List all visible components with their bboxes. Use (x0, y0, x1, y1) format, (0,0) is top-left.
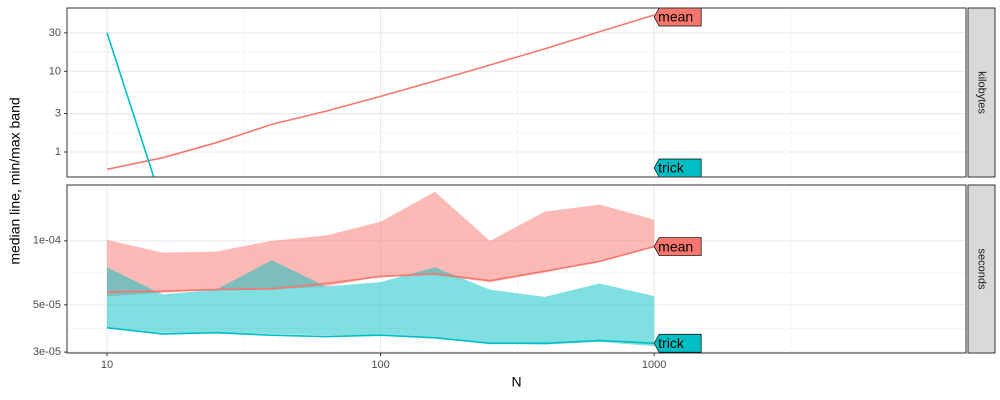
label-tag (653, 237, 702, 256)
band (107, 191, 655, 297)
series-label: trick (658, 160, 685, 176)
y-tick-label: 1 (55, 146, 61, 158)
y-tick-label: 3 (55, 107, 61, 119)
panel-border (66, 7, 967, 178)
x-tick-label: 10 (101, 359, 113, 371)
y-tick-label: 5e-05 (33, 299, 61, 311)
line (107, 245, 655, 293)
y-tick-label: 1e-04 (33, 235, 61, 247)
facet-label: kilobytes (976, 71, 988, 114)
series-label: trick (658, 335, 685, 351)
label-tag (653, 333, 702, 353)
y-tick-label: 30 (49, 27, 61, 39)
y-axis-title: median line, min/max band (7, 97, 23, 264)
series-label: mean (658, 238, 693, 254)
facet-strip (967, 7, 996, 178)
x-axis-title: N (511, 374, 521, 390)
line (106, 327, 655, 345)
line (106, 14, 655, 171)
y-tick-label: 10 (49, 65, 61, 77)
band (107, 260, 655, 347)
y-tick-label: 3e-05 (33, 346, 61, 358)
plot-area (106, 14, 655, 177)
label-tag (653, 158, 702, 178)
x-tick-label: 100 (371, 359, 389, 371)
x-tick-label: 1000 (642, 359, 666, 371)
facet-label: seconds (976, 249, 988, 290)
panel-border (66, 184, 967, 354)
series-label: mean (658, 9, 693, 25)
plot-area (106, 191, 655, 347)
label-tag (653, 7, 702, 27)
facet-strip (967, 184, 996, 354)
